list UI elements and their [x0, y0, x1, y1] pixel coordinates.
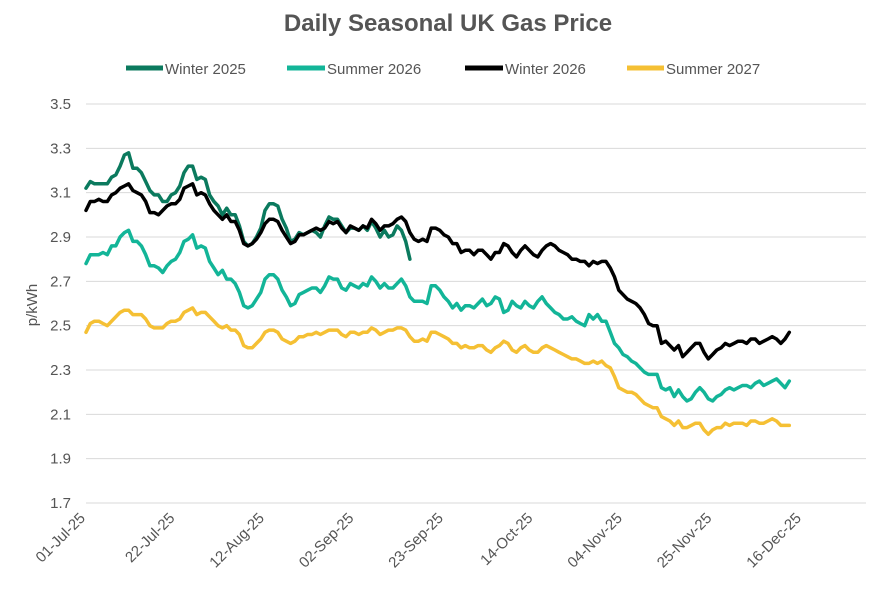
legend-item-winter-2026: Winter 2026	[465, 61, 586, 78]
legend-item-winter-2025: Winter 2025	[126, 61, 246, 78]
legend-label-winter-2025: Winter 2025	[165, 61, 246, 78]
y-tick-label: 3.3	[50, 140, 71, 157]
x-tick-label: 01-Jul-25	[33, 510, 89, 566]
x-tick-label: 14-Oct-25	[477, 510, 536, 569]
series-lines	[84, 151, 792, 437]
x-axis-ticks: 01-Jul-25 22-Jul-25 12-Aug-25 02-Sep-25 23-S…	[33, 510, 805, 572]
x-tick-label: 04-Nov-25	[564, 510, 626, 572]
x-tick-label: 12-Aug-25	[206, 510, 268, 572]
y-tick-label: 2.1	[50, 406, 71, 423]
y-axis-label: p/kWh	[24, 284, 41, 327]
y-tick-label: 3.5	[50, 96, 71, 113]
x-tick-label: 23-Sep-25	[385, 510, 447, 572]
y-tick-label: 2.3	[50, 362, 71, 379]
series-line-summer-2026	[84, 228, 792, 403]
chart-title: Daily Seasonal UK Gas Price	[284, 10, 612, 37]
y-tick-label: 1.7	[50, 495, 71, 512]
legend-label-winter-2026: Winter 2026	[505, 61, 586, 78]
x-tick-label: 22-Jul-25	[122, 510, 178, 566]
legend-item-summer-2026: Summer 2026	[287, 61, 421, 78]
legend-item-summer-2027: Summer 2027	[627, 61, 760, 78]
x-tick-label: 16-Dec-25	[743, 510, 805, 572]
series-line-winter-2026	[84, 182, 792, 361]
y-tick-label: 2.7	[50, 273, 71, 290]
y-axis-ticks: 3.5 3.3 3.1 2.9 2.7 2.5 2.3 2.1 1.9 1.7	[50, 96, 71, 512]
y-tick-label: 1.9	[50, 451, 71, 468]
y-tick-label: 3.1	[50, 185, 71, 202]
legend-label-summer-2027: Summer 2027	[666, 61, 760, 78]
legend-label-summer-2026: Summer 2026	[327, 61, 421, 78]
x-tick-label: 02-Sep-25	[296, 510, 358, 572]
y-tick-label: 2.5	[50, 318, 71, 335]
x-tick-label: 25-Nov-25	[654, 510, 716, 572]
chart-legend: Winter 2025 Summer 2026 Winter 2026 Summ…	[126, 61, 760, 78]
series-line-winter-2025	[84, 151, 412, 261]
gridlines	[86, 103, 866, 460]
y-tick-label: 2.9	[50, 229, 71, 246]
series-line-summer-2027	[84, 306, 792, 437]
